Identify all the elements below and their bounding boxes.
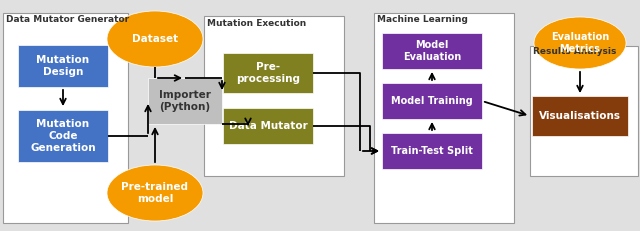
- FancyBboxPatch shape: [382, 133, 482, 169]
- FancyBboxPatch shape: [382, 33, 482, 69]
- FancyBboxPatch shape: [223, 108, 313, 144]
- FancyBboxPatch shape: [18, 110, 108, 162]
- FancyBboxPatch shape: [18, 45, 108, 87]
- FancyBboxPatch shape: [3, 13, 128, 223]
- Text: Importer
(Python): Importer (Python): [159, 90, 211, 112]
- Text: Data Mutator Generator: Data Mutator Generator: [6, 15, 129, 24]
- Ellipse shape: [107, 11, 203, 67]
- Text: Model Training: Model Training: [391, 96, 473, 106]
- Text: Machine Learning: Machine Learning: [377, 15, 468, 24]
- FancyBboxPatch shape: [530, 46, 638, 176]
- FancyBboxPatch shape: [204, 16, 344, 176]
- FancyBboxPatch shape: [382, 83, 482, 119]
- Text: Evaluation
Metrics: Evaluation Metrics: [551, 32, 609, 54]
- Text: Results Analysis: Results Analysis: [533, 47, 616, 56]
- Text: Data Mutator: Data Mutator: [228, 121, 307, 131]
- Text: Dataset: Dataset: [132, 34, 178, 44]
- FancyBboxPatch shape: [148, 78, 222, 124]
- FancyBboxPatch shape: [223, 53, 313, 93]
- Ellipse shape: [534, 17, 626, 69]
- Text: Mutation
Design: Mutation Design: [36, 55, 90, 77]
- Text: Model
Evaluation: Model Evaluation: [403, 40, 461, 62]
- Text: Mutation Execution: Mutation Execution: [207, 19, 307, 28]
- FancyBboxPatch shape: [374, 13, 514, 223]
- Text: Train-Test Split: Train-Test Split: [391, 146, 473, 156]
- Ellipse shape: [107, 165, 203, 221]
- Text: Pre-trained
model: Pre-trained model: [122, 182, 189, 204]
- Text: Visualisations: Visualisations: [539, 111, 621, 121]
- Text: Pre-
processing: Pre- processing: [236, 62, 300, 84]
- FancyBboxPatch shape: [532, 96, 628, 136]
- Text: Mutation
Code
Generation: Mutation Code Generation: [30, 119, 96, 153]
